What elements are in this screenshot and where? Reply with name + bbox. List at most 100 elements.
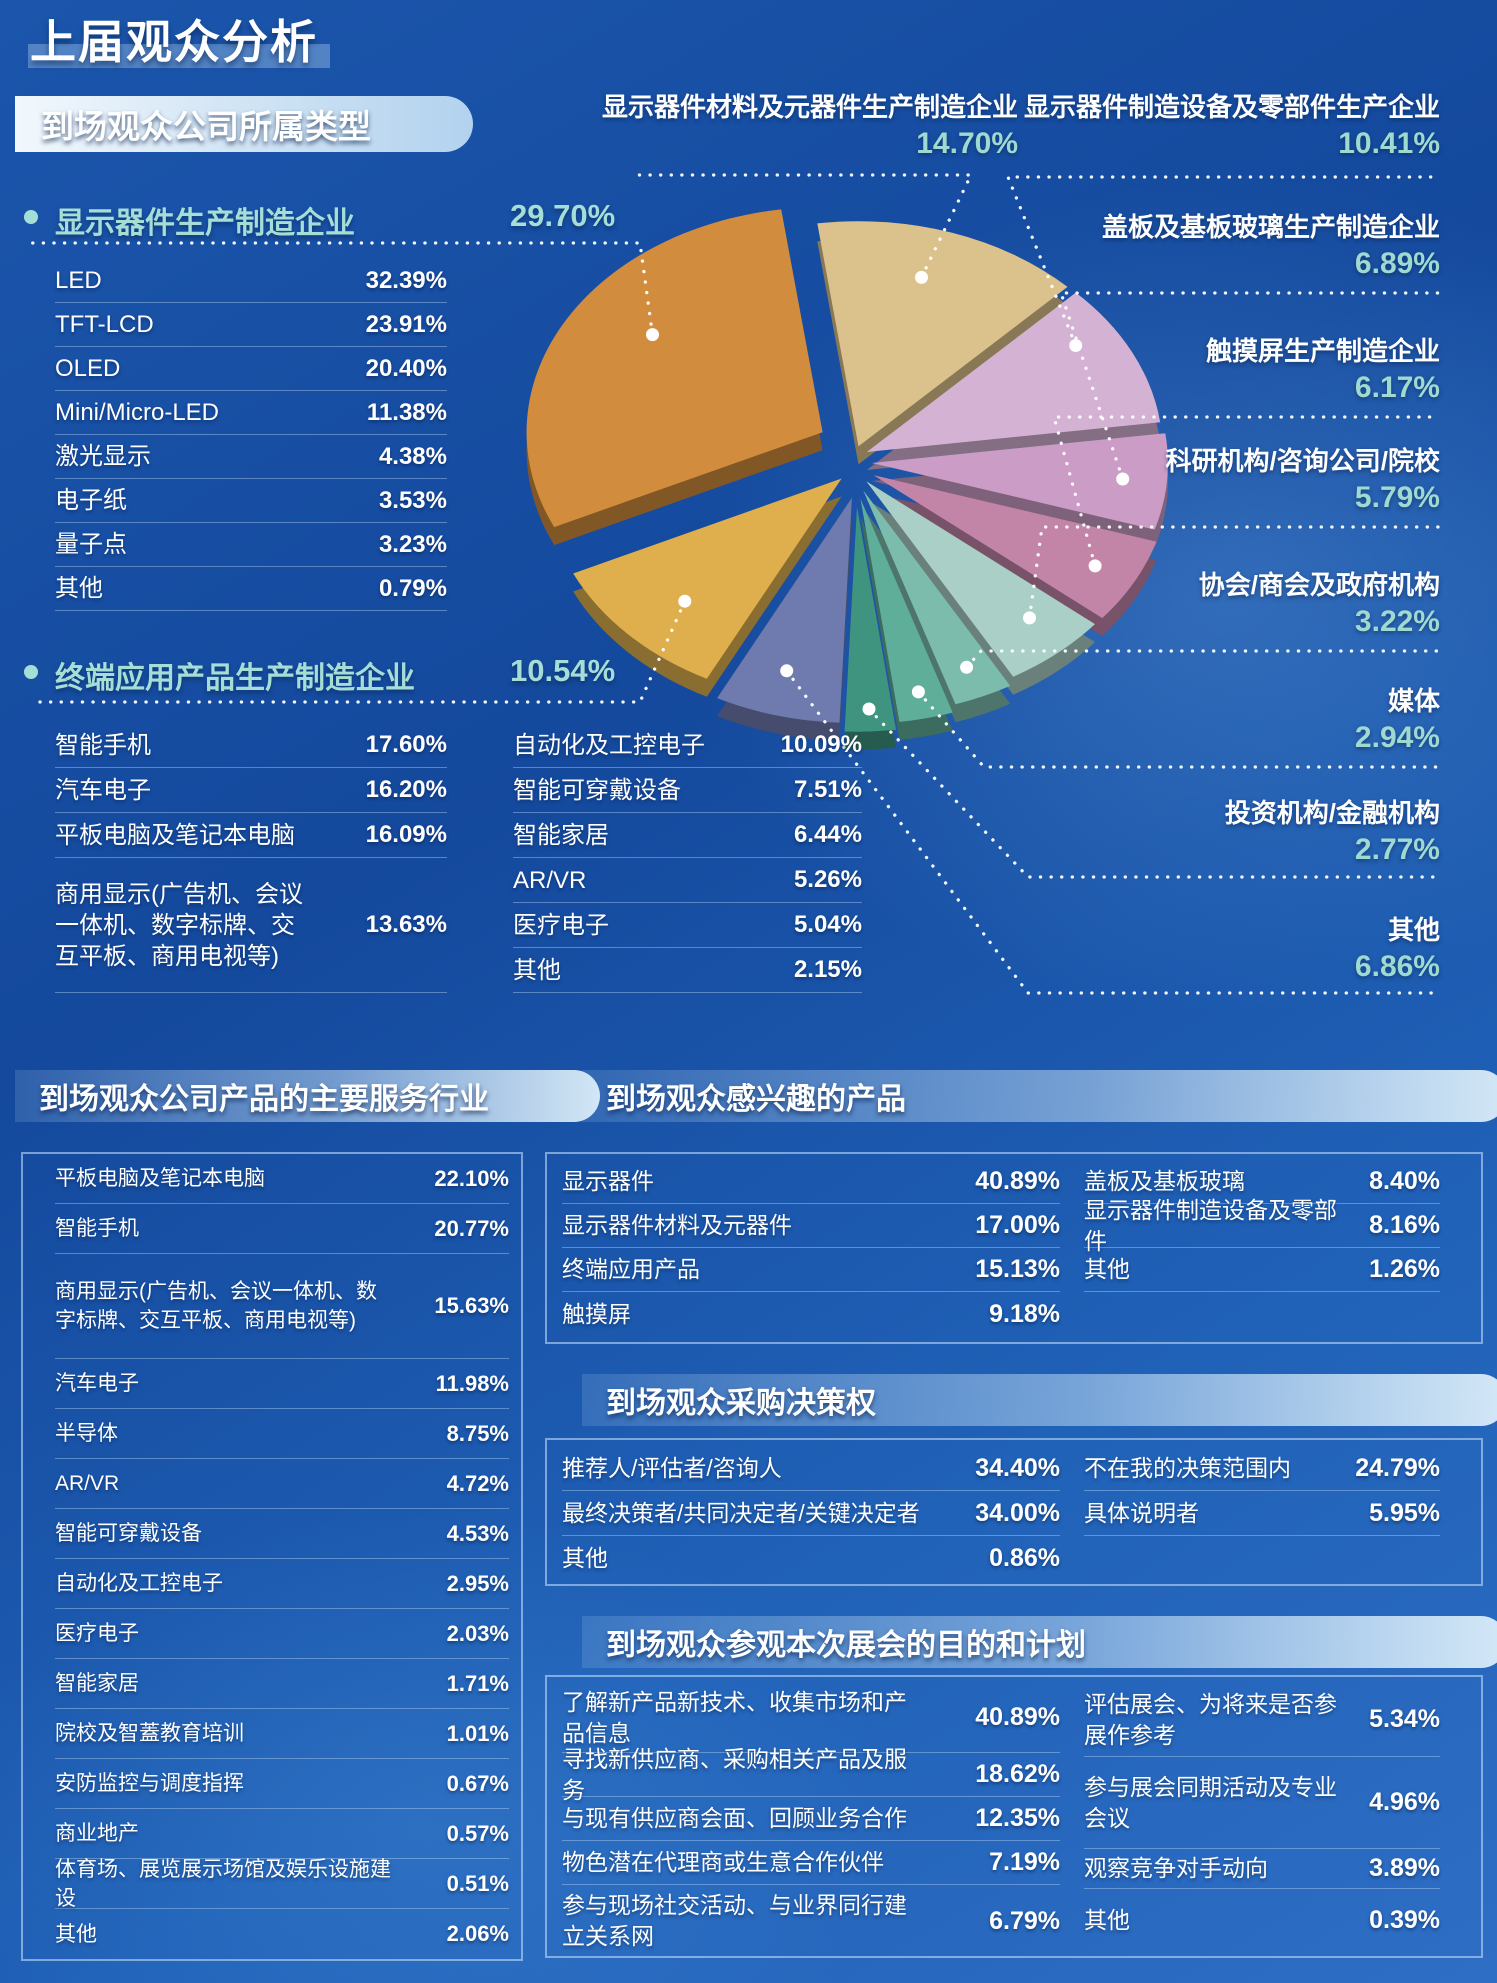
end-product-list-left: 智能手机 17.60% 汽车电子 16.20% 平板电脑及笔记本电脑 16.09% 商用显示… [55,723,447,993]
list-item: 平板电脑及笔记本电脑 16.09% [55,813,447,858]
list-item: AR/VR 5.26% [513,858,862,903]
item-value: 18.62% [975,1760,1060,1788]
section-header-label: 到场观众参观本次展会的目的和计划 [606,1629,1086,1662]
section-header-decision: 到场观众采购决策权 [582,1374,1497,1426]
item-value: 32.39% [365,266,447,294]
item-value: 7.51% [793,776,862,803]
group2-percentage: 10.54% [510,653,616,688]
item-value: 13.63% [365,911,447,938]
item-label: 显示器件材料及元器件 [562,1212,792,1238]
item-label: 商业地产 [55,1822,139,1845]
item-label: 评估展会、为将来是否参展作参考 [1084,1690,1337,1748]
list-item: 电子纸 3.53% [55,479,447,523]
item-label: 智能手机 [55,731,151,759]
item-label: AR/VR [513,866,587,894]
item-label: 显示器件 [562,1168,654,1194]
list-item: 智能手机 17.60% [55,723,447,768]
item-label: 自动化及工控电子 [513,731,705,759]
item-label: 其他 [1084,1906,1130,1933]
item-value: 12.35% [975,1804,1060,1832]
item-label: TFT-LCD [55,311,154,338]
item-label: Mini/Micro-LED [55,399,220,426]
interest-right-column: 盖板及基板玻璃 8.40% 显示器件制造设备及零部件 8.16% 其他 1.26% [1084,1160,1440,1292]
item-label: 自动化及工控电子 [55,1572,223,1595]
list-item: 最终决策者/共同决定者/关键决定者 34.00% [562,1491,1060,1536]
item-value: 8.75% [446,1420,509,1446]
item-value: 15.63% [434,1293,509,1318]
item-label: 智能手机 [55,1217,139,1240]
list-item: 商业地产 0.57% [55,1809,509,1859]
pie-slice-label: 科研机构/咨询公司/院校 5.79% [990,444,1440,518]
item-value: 34.00% [975,1498,1060,1527]
display-device-list: LED 32.39% TFT-LCD 23.91% OLED 20.40% Mini/Mic… [55,259,447,611]
purpose-right-column: 评估展会、为将来是否参展作参考 5.34% 参与展会同期活动及专业会议 4.96% 观察… [1084,1683,1440,1951]
pie-label-text: 协会/商会及政府机构 [1198,570,1440,600]
end-product-list-right: 自动化及工控电子 10.09% 智能可穿戴设备 7.51% 智能家居 6.44% AR/VR… [513,723,862,993]
item-label: 观察竞争对手动向 [1084,1855,1268,1881]
item-label: 参与展会同期活动及专业会议 [1084,1773,1337,1831]
pie-label-text: 媒体 [1387,686,1440,716]
item-value: 0.79% [378,574,447,602]
item-value: 15.13% [975,1255,1060,1283]
pie-label-percentage: 3.22% [1354,605,1440,638]
list-item: 医疗电子 2.03% [55,1609,509,1659]
item-label: 半导体 [55,1422,118,1445]
list-item: 具体说明者 5.95% [1084,1491,1440,1536]
item-value: 1.01% [446,1720,509,1746]
item-value: 4.53% [446,1520,509,1546]
pie-slice-label: 显示器件材料及元器件生产制造企业 14.70% [588,90,1018,164]
page-title: 上届观众分析 [30,16,318,68]
item-value: 1.26% [1369,1255,1440,1283]
item-label: 其他 [513,956,561,984]
list-item: 评估展会、为将来是否参展作参考 5.34% [1084,1683,1440,1757]
list-item: 汽车电子 16.20% [55,768,447,813]
pie-label-percentage: 5.79% [1354,481,1440,514]
pie-label-text: 盖板及基板玻璃生产制造企业 [1101,212,1440,242]
item-label: 智能可穿戴设备 [513,776,681,804]
item-value: 1.71% [446,1670,509,1696]
item-label: 商用显示(广告机、会议一体机、数字标牌、交互平板、商用电视等) [55,1280,377,1332]
item-value: 0.51% [446,1870,509,1896]
item-label: 了解新产品新技术、收集市场和产品信息 [562,1688,907,1746]
item-label: 体育场、展览展示场馆及娱乐设施建设 [55,1857,391,1910]
list-item: 院校及智蓋教育培训 1.01% [55,1709,509,1759]
pie-label-text: 显示器件制造设备及零部件生产企业 [1023,92,1440,122]
item-value: 8.16% [1369,1211,1440,1239]
item-label: 智能可穿戴设备 [55,1522,202,1545]
list-item: 显示器件材料及元器件 17.00% [562,1204,1060,1248]
item-label: 寻找新供应商、采购相关产品及服务 [562,1745,907,1803]
list-item: 与现有供应商会面、回顾业务合作 12.35% [562,1797,1060,1841]
pie-label-text: 其他 [1387,915,1440,945]
list-item: 参与现场社交活动、与业界同行建立关系网 6.79% [562,1885,1060,1957]
item-value: 16.09% [365,821,447,848]
item-label: 其他 [55,1922,97,1946]
item-label: 安防监控与调度指挥 [55,1772,244,1795]
pie-label-text: 触摸屏生产制造企业 [1205,336,1440,366]
list-item: 盖板及基板玻璃 8.40% [1084,1160,1440,1204]
item-value: 3.53% [378,486,447,514]
item-label: 商用显示(广告机、会议一体机、数字标牌、交互平板、商用电视等) [55,880,303,970]
list-item: 其他 2.15% [513,948,862,993]
item-label: 院校及智蓋教育培训 [55,1722,244,1745]
section-header-purpose: 到场观众参观本次展会的目的和计划 [582,1616,1497,1668]
item-value: 0.67% [446,1770,509,1796]
item-value: 9.18% [989,1299,1060,1328]
item-label: 显示器件制造设备及零部件 [1084,1196,1337,1254]
item-label: LED [55,267,102,294]
list-item: 了解新产品新技术、收集市场和产品信息 40.89% [562,1683,1060,1753]
group2-heading: 终端应用产品生产制造企业 [55,662,415,695]
list-item: 其他 0.86% [562,1536,1060,1581]
list-item: 参与展会同期活动及专业会议 4.96% [1084,1757,1440,1849]
list-item: 终端应用产品 15.13% [562,1248,1060,1292]
item-value: 5.95% [1369,1498,1440,1527]
pie-label-percentage: 10.41% [1338,127,1440,160]
list-item: 自动化及工控电子 2.95% [55,1559,509,1609]
list-item: TFT-LCD 23.91% [55,303,447,347]
item-label: 与现有供应商会面、回顾业务合作 [562,1805,907,1831]
item-value: 20.40% [365,354,447,382]
bullet-dot-icon [24,665,38,679]
title-highlight-bar [28,44,330,68]
list-item: AR/VR 4.72% [55,1459,509,1509]
pie-label-percentage: 14.70% [916,127,1018,160]
section-header-label: 到场观众公司所属类型 [41,108,371,145]
